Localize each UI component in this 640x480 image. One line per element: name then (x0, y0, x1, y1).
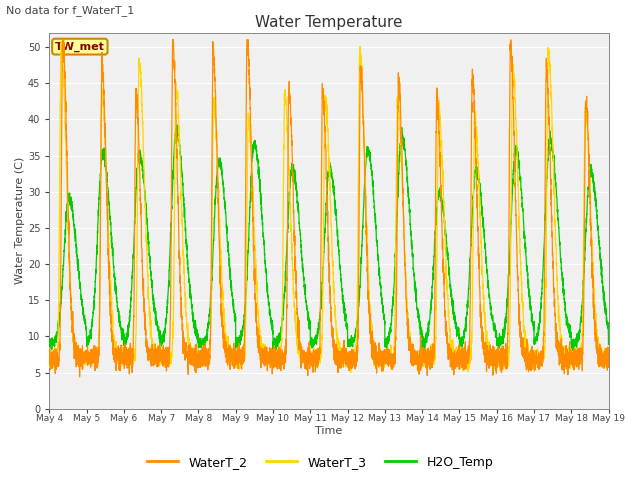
X-axis label: Time: Time (316, 426, 342, 436)
Text: TW_met: TW_met (55, 41, 105, 52)
Title: Water Temperature: Water Temperature (255, 15, 403, 30)
Y-axis label: Water Temperature (C): Water Temperature (C) (15, 157, 25, 284)
Text: No data for f_WaterT_1: No data for f_WaterT_1 (6, 5, 134, 16)
Legend: WaterT_2, WaterT_3, H2O_Temp: WaterT_2, WaterT_3, H2O_Temp (142, 451, 498, 474)
